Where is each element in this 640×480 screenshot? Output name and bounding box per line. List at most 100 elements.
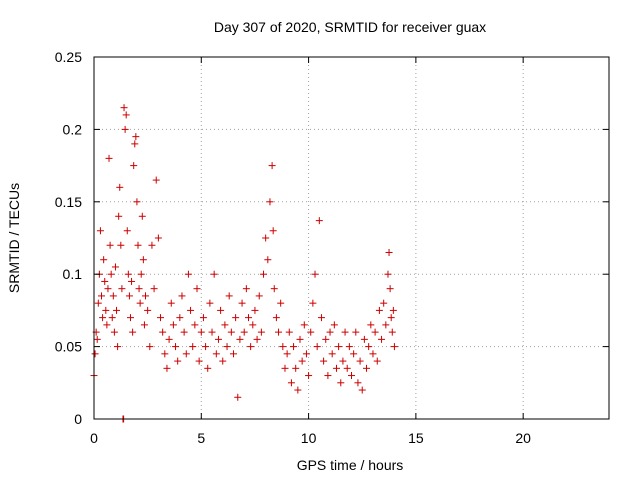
data-point [345,343,353,351]
data-point [229,350,237,358]
data-point [134,241,142,249]
grid-lines [94,57,609,419]
data-point [115,212,123,220]
data-point [247,343,255,351]
data-point [204,364,212,372]
data-point [324,372,332,380]
data-point [298,357,306,365]
data-point [103,321,111,329]
data-point [212,350,220,358]
data-point [296,335,304,343]
x-tick-label: 5 [197,430,205,446]
data-point [343,364,351,372]
y-tick-label: 0.05 [55,339,82,355]
data-point [390,343,398,351]
data-point [100,256,108,264]
data-point [350,350,358,358]
data-point [120,104,128,112]
data-point [341,328,349,336]
data-point [184,270,192,278]
data-point [266,198,274,206]
data-point [307,328,315,336]
data-point [225,292,233,300]
data-point [116,183,124,191]
data-point [208,328,216,336]
x-tick-label: 10 [301,430,317,446]
data-point [294,386,302,394]
x-tick-label: 0 [90,430,98,446]
data-point [373,357,381,365]
data-point [360,335,368,343]
data-point [363,364,371,372]
data-point [154,234,162,242]
data-point [339,357,347,365]
data-point [320,357,328,365]
y-tick-label: 0.25 [55,49,82,65]
data-point [148,241,156,249]
data-point [330,321,338,329]
data-point [187,306,195,314]
data-point [281,364,289,372]
data-point [172,343,180,351]
data-point [152,176,160,184]
chart-title: Day 307 of 2020, SRMTID for receiver gua… [214,19,486,35]
x-axis-label: GPS time / hours [297,457,404,473]
data-point [129,328,137,336]
data-point [382,321,390,329]
data-point [161,350,169,358]
y-tick-label: 0 [74,411,82,427]
data-point [272,314,280,322]
data-point [328,350,336,358]
data-point [150,285,158,293]
data-point [93,335,101,343]
data-point [98,292,106,300]
data-point [94,299,102,307]
data-point [365,343,373,351]
data-point [202,343,210,351]
data-point [135,285,143,293]
data-point [387,314,395,322]
data-point [217,306,225,314]
data-point [144,306,152,314]
data-point [287,379,295,387]
data-point [99,314,107,322]
data-point [131,140,139,148]
data-point [117,241,125,249]
data-point [369,350,377,358]
data-point [96,227,104,235]
data-point [264,256,272,264]
data-point [167,299,175,307]
data-point [309,299,317,307]
data-point [130,162,138,170]
data-point [283,350,291,358]
data-point [108,314,116,322]
data-point [262,234,270,242]
data-point [157,314,165,322]
y-axis-ticks: 0 0.05 0.1 0.15 0.2 0.25 [55,49,609,427]
data-point [385,248,393,256]
data-point [123,227,131,235]
data-point [113,306,121,314]
data-point [337,379,345,387]
data-point [107,270,115,278]
data-point [242,285,250,293]
data-point [240,328,248,336]
data-point [268,162,276,170]
data-point [142,292,149,300]
data-point [305,372,313,380]
data-point [269,227,277,235]
data-point [114,343,122,351]
x-tick-label: 15 [408,430,424,446]
data-point [352,328,360,336]
data-point [180,328,188,336]
data-point [219,357,227,365]
data-point [214,335,222,343]
data-point [238,299,246,307]
data-point [122,111,130,119]
data-point [195,357,203,365]
data-point [174,357,182,365]
data-point [140,321,148,329]
data-point [358,386,366,394]
data-point [367,321,375,329]
